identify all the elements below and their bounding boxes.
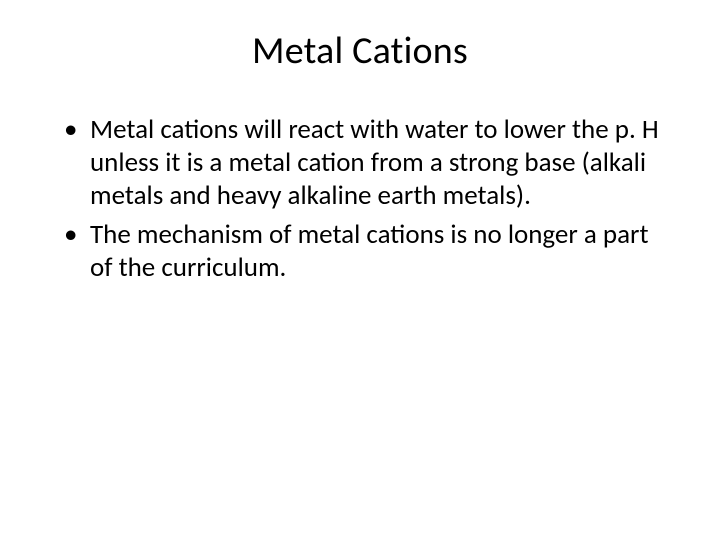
bullet-list: Metal cations will react with water to l… <box>64 114 668 285</box>
bullet-item: Metal cations will react with water to l… <box>64 114 668 213</box>
bullet-item: The mechanism of metal cations is no lon… <box>64 219 668 285</box>
slide: Metal Cations Metal cations will react w… <box>0 0 720 540</box>
slide-title: Metal Cations <box>40 28 680 74</box>
